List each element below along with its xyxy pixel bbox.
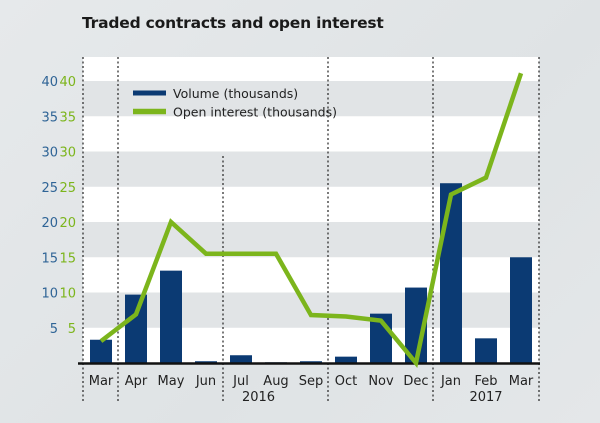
- y-left-tick-label: 30: [41, 146, 58, 161]
- y-left-tick-label: 25: [41, 181, 58, 196]
- year-label: 2016: [242, 390, 275, 405]
- volume-bar: [90, 339, 112, 363]
- x-tick-label: Nov: [368, 374, 394, 389]
- y-left-tick-label: 5: [50, 322, 58, 337]
- chart-title: Traded contracts and open interest: [82, 14, 384, 32]
- x-tick-label: Sep: [299, 374, 324, 389]
- y-right-tick-label: 30: [59, 146, 76, 161]
- x-tick-label: May: [158, 374, 185, 389]
- grid-band: [83, 151, 539, 187]
- y-right-tick-label: 15: [59, 251, 76, 266]
- y-right-tick-label: 10: [59, 287, 76, 302]
- x-tick-label: Jul: [232, 374, 249, 389]
- grid-band: [83, 292, 539, 328]
- x-tick-label: Mar: [509, 374, 534, 389]
- y-right-tick-label: 35: [59, 110, 76, 125]
- x-tick-label: Dec: [403, 374, 428, 389]
- x-tick-label: Jan: [440, 374, 461, 389]
- open-interest-line: [99, 72, 524, 369]
- volume-bar: [160, 270, 182, 363]
- x-tick-label: Jun: [195, 374, 216, 389]
- volume-bar: [440, 183, 462, 363]
- grid-band: [83, 222, 539, 258]
- legend-label: Volume (thousands): [173, 86, 298, 101]
- y-right-tick-label: 20: [59, 216, 76, 231]
- y-left-tick-label: 15: [41, 251, 58, 266]
- volume-bar: [300, 361, 322, 363]
- volume-bar: [195, 361, 217, 363]
- y-left-tick-label: 35: [41, 110, 58, 125]
- y-left-tick-label: 20: [41, 216, 58, 231]
- x-tick-label: Aug: [263, 374, 288, 389]
- y-left-tick-label: 10: [41, 287, 58, 302]
- x-tick-label: Mar: [89, 374, 114, 389]
- year-label: 2017: [469, 390, 502, 405]
- y-right-tick-label: 40: [59, 75, 76, 90]
- volume-bar: [475, 338, 497, 363]
- y-right-tick-label: 5: [68, 322, 76, 337]
- volume-bar: [125, 294, 147, 363]
- x-tick-label: Feb: [474, 374, 497, 389]
- legend-label: Open interest (thousands): [173, 105, 337, 120]
- x-tick-label: Apr: [125, 374, 148, 389]
- volume-bar: [230, 355, 252, 363]
- y-right-tick-label: 25: [59, 181, 76, 196]
- x-tick-label: Oct: [335, 374, 357, 389]
- volume-bar: [335, 356, 357, 363]
- y-left-tick-label: 40: [41, 75, 58, 90]
- volume-bar: [510, 257, 532, 363]
